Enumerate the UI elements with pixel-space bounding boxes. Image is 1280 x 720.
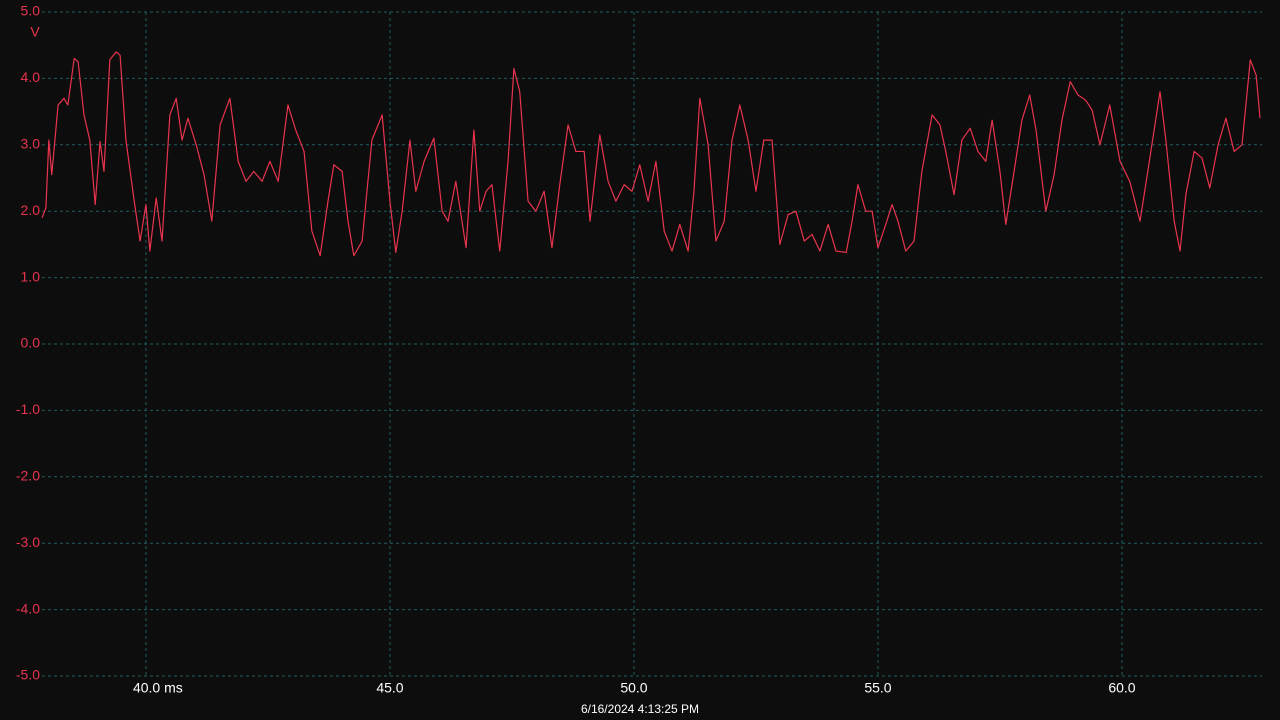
x-tick-label: 45.0 — [376, 680, 403, 696]
y-tick-label: -3.0 — [16, 534, 40, 550]
x-tick-label: 55.0 — [864, 680, 891, 696]
x-tick-label: 50.0 — [620, 680, 647, 696]
y-tick-label: 5.0 — [21, 3, 41, 19]
y-tick-label: -2.0 — [16, 468, 40, 484]
y-tick-label: -1.0 — [16, 401, 40, 417]
y-unit: V — [30, 24, 40, 40]
timestamp: 6/16/2024 4:13:25 PM — [581, 702, 699, 716]
x-tick-label: 60.0 — [1108, 680, 1135, 696]
y-tick-label: 3.0 — [21, 136, 41, 152]
y-tick-label: -5.0 — [16, 667, 40, 683]
signal-trace — [41, 51, 1261, 257]
y-tick-label: 2.0 — [21, 202, 41, 218]
y-tick-label: -4.0 — [16, 600, 40, 616]
y-tick-label: 0.0 — [21, 335, 41, 351]
y-tick-label: 1.0 — [21, 268, 41, 284]
y-tick-label: 4.0 — [21, 69, 41, 85]
x-tick-label: 40.0 ms — [133, 680, 183, 696]
